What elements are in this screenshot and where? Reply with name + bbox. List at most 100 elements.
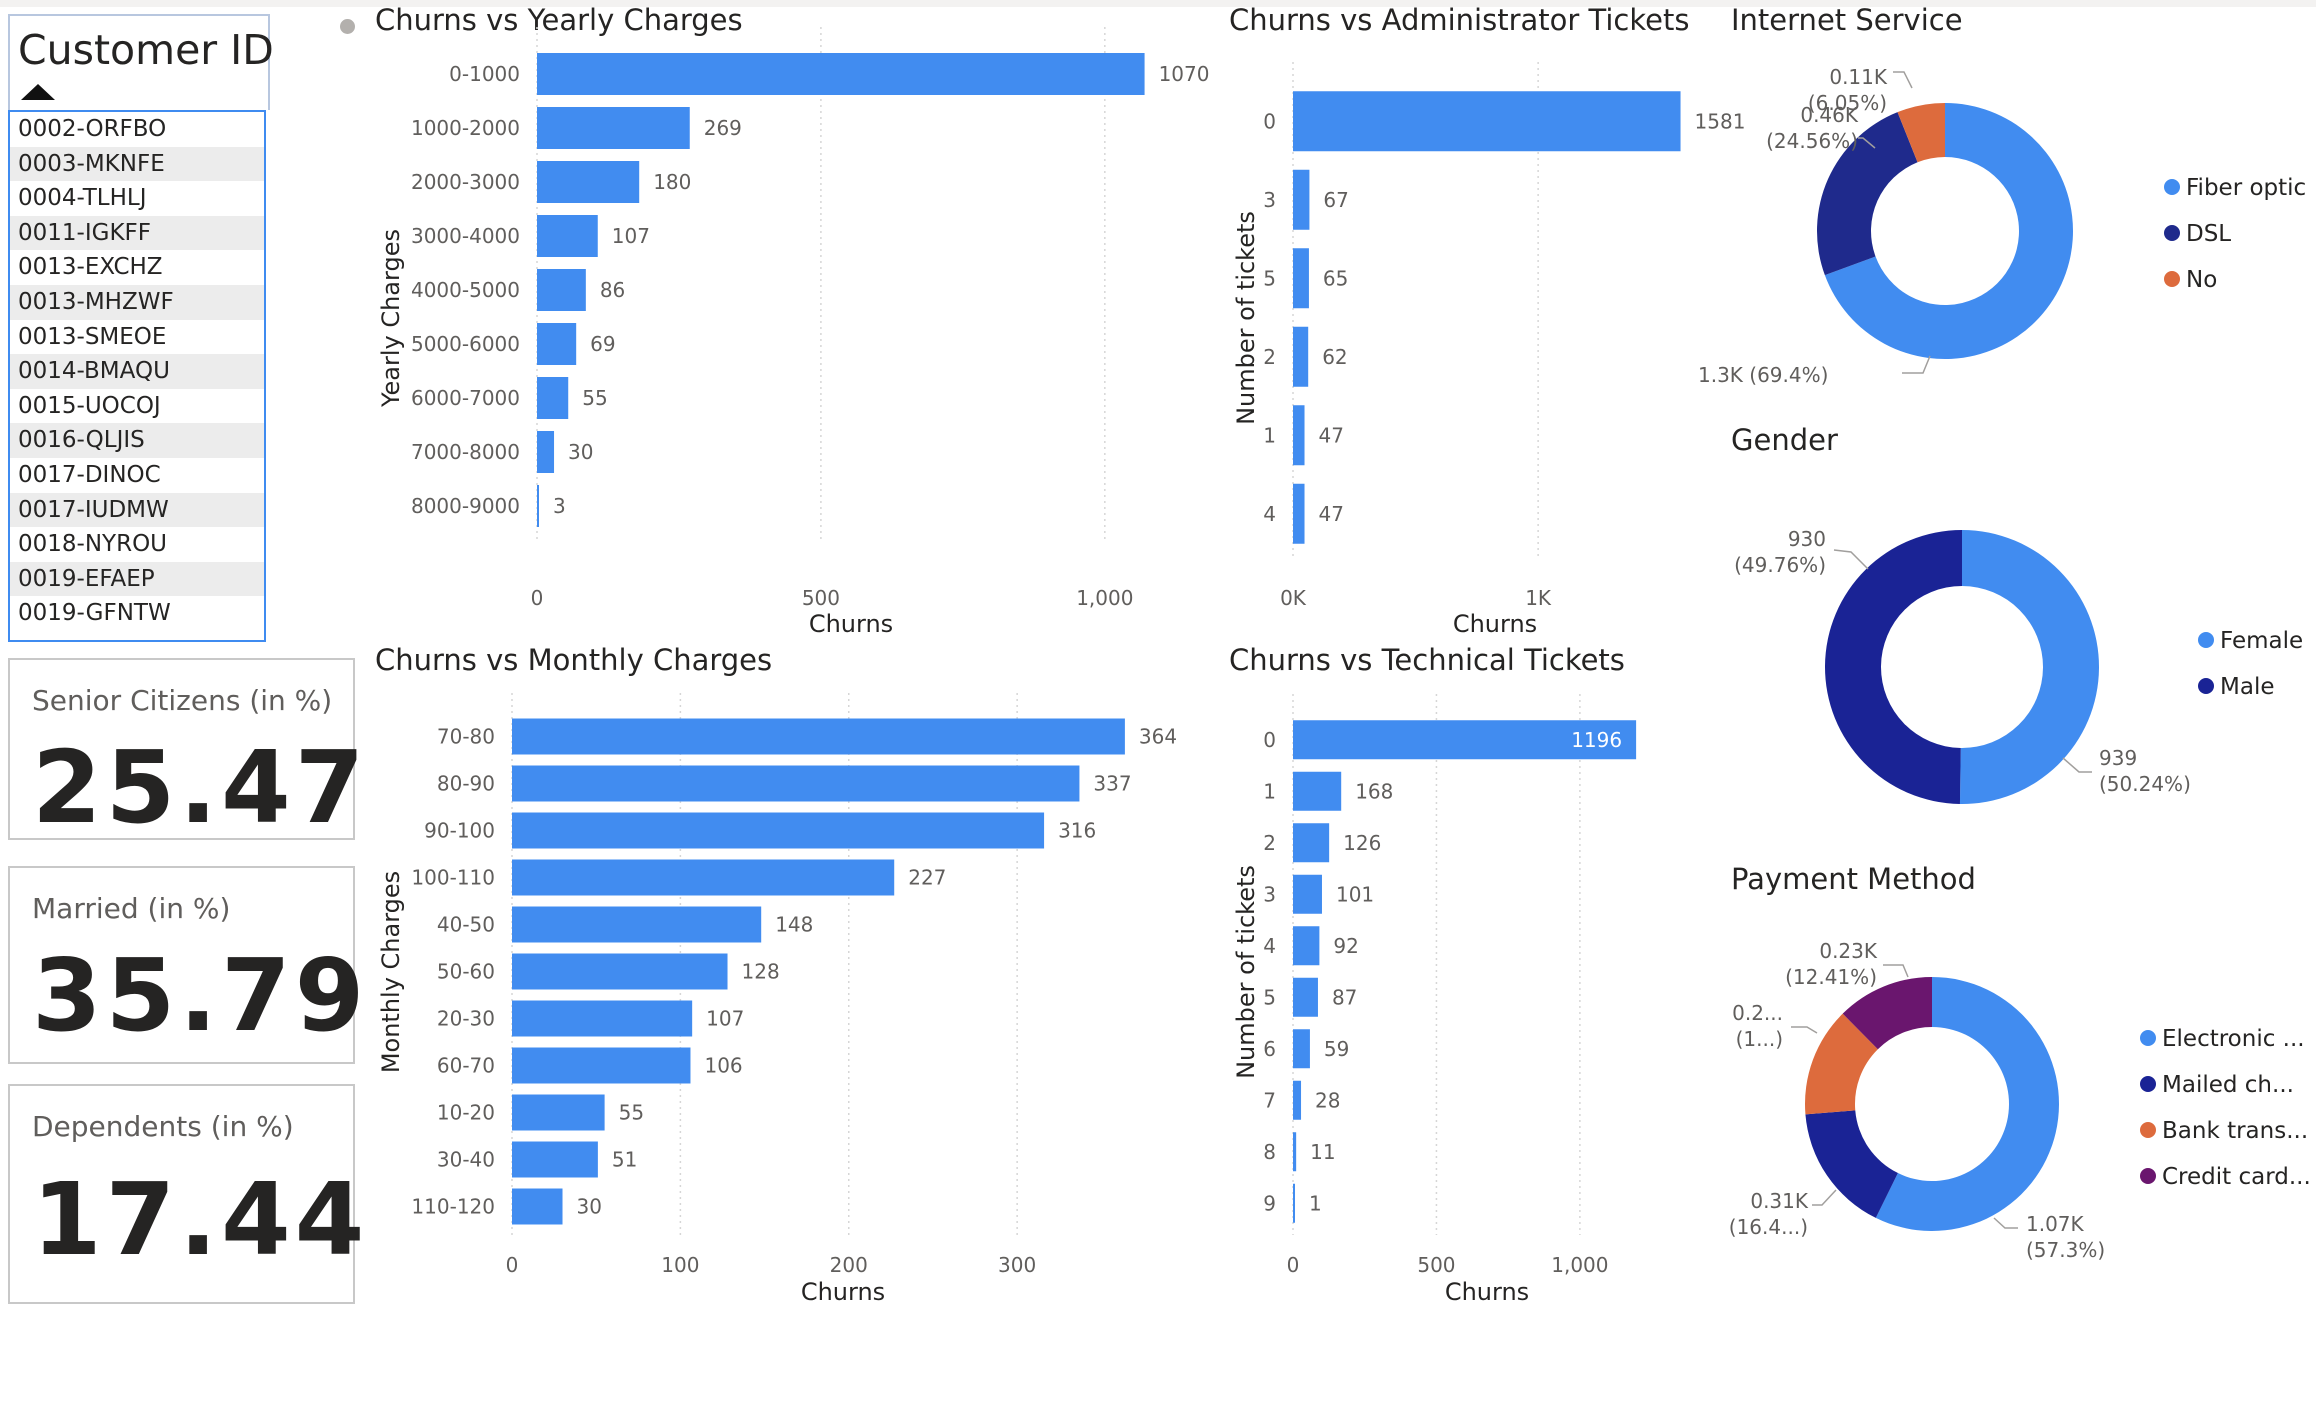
yearly-bar[interactable] [537, 161, 640, 203]
visual-selector-dot[interactable] [340, 19, 355, 34]
monthly-x-tick-label: 100 [661, 1253, 699, 1277]
internet-legend-label[interactable]: No [2186, 267, 2217, 293]
technical-chart-title: Churns vs Technical Tickets [1229, 643, 1625, 677]
internet-slice[interactable] [1824, 103, 2073, 359]
monthly-bar[interactable] [512, 906, 762, 943]
gender-slice[interactable] [1825, 530, 1962, 804]
monthly-x-tick-label: 0 [506, 1253, 519, 1277]
monthly-bar[interactable] [512, 812, 1045, 849]
yearly-bar[interactable] [537, 269, 586, 311]
sort-ascending-icon[interactable] [21, 84, 55, 100]
admin-bar[interactable] [1293, 405, 1305, 466]
technical-bar[interactable] [1293, 823, 1330, 863]
monthly-category-label: 20-30 [437, 1007, 495, 1031]
monthly-data-label: 106 [704, 1054, 742, 1078]
internet-slice[interactable] [1817, 112, 1918, 276]
internet-legend-label[interactable]: Fiber optic [2186, 175, 2306, 201]
yearly-category-label: 2000-3000 [411, 170, 520, 194]
admin-bar[interactable] [1293, 483, 1305, 544]
gender-legend-label[interactable]: Male [2220, 674, 2274, 700]
yearly-bar[interactable] [537, 485, 539, 527]
admin-chart-title: Churns vs Administrator Tickets [1229, 3, 1690, 37]
technical-bar[interactable] [1293, 1183, 1295, 1223]
technical-bar[interactable] [1293, 874, 1322, 914]
monthly-bar[interactable] [512, 1094, 605, 1131]
slicer-item[interactable]: 0003-MKNFE [10, 146, 264, 182]
payment-slice[interactable] [1875, 977, 2059, 1231]
yearly-data-label: 269 [704, 116, 742, 140]
admin-bar[interactable] [1293, 326, 1309, 387]
payment-slice[interactable] [1804, 1013, 1878, 1115]
technical-bar[interactable] [1293, 1132, 1297, 1172]
yearly-bar[interactable] [537, 323, 577, 365]
slicer-item[interactable]: 0017-IUDMW [10, 492, 264, 528]
monthly-bar[interactable] [512, 1141, 598, 1178]
technical-category-label: 0 [1263, 728, 1276, 752]
yearly-category-label: 4000-5000 [411, 278, 520, 302]
slicer-item[interactable]: 0017-DINOC [18, 461, 161, 488]
slicer-item[interactable]: 0011-IGKFF [10, 215, 264, 251]
admin-data-label: 62 [1322, 345, 1347, 369]
admin-y-axis-title: Number of tickets [1232, 211, 1260, 425]
monthly-bar[interactable] [512, 1000, 693, 1037]
slicer-item[interactable]: 0018-NYROU [18, 531, 168, 558]
gender-data-label: 939 (50.24%) [2099, 746, 2191, 796]
technical-bar[interactable] [1293, 926, 1320, 966]
payment-legend-label[interactable]: Mailed ch... [2162, 1072, 2294, 1098]
slicer-item[interactable]: 0004-TLHLJ [18, 185, 147, 212]
slicer-item[interactable]: 0019-EFAEP [10, 561, 264, 597]
admin-bar[interactable] [1293, 248, 1309, 309]
yearly-category-label: 6000-7000 [411, 386, 520, 410]
monthly-category-label: 50-60 [437, 960, 495, 984]
yearly-bar[interactable] [537, 431, 555, 473]
gender-legend-label[interactable]: Female [2220, 628, 2303, 654]
slicer-item[interactable]: 0013-EXCHZ [18, 254, 163, 281]
monthly-bar[interactable] [512, 1047, 691, 1084]
slicer-item[interactable]: 0014-BMAQU [10, 354, 264, 389]
technical-bar[interactable] [1293, 720, 1637, 760]
admin-bar[interactable] [1293, 169, 1310, 230]
technical-bar[interactable] [1293, 977, 1318, 1017]
payment-slice[interactable] [1842, 977, 1932, 1050]
monthly-bar[interactable] [512, 718, 1125, 755]
slicer-item[interactable]: 0016-QLJIS [10, 423, 264, 458]
slicer-item[interactable]: 0013-SMEOE [18, 323, 167, 350]
monthly-y-axis-title: Monthly Charges [377, 871, 405, 1073]
yearly-bar[interactable] [537, 377, 569, 419]
monthly-bar[interactable] [512, 953, 728, 990]
gender-slice[interactable] [1959, 530, 2100, 805]
technical-bar[interactable] [1293, 1080, 1302, 1120]
slicer-item[interactable]: 0002-ORFBO [18, 116, 167, 142]
yearly-bar[interactable] [537, 53, 1145, 95]
payment-legend-label[interactable]: Credit card... [2162, 1164, 2311, 1190]
slicer-item[interactable]: 0013-MHZWF [10, 284, 264, 320]
slicer-item[interactable]: 0019-GFNTW [18, 600, 171, 627]
internet-legend-label[interactable]: DSL [2186, 221, 2231, 247]
admin-category-label: 0 [1263, 109, 1276, 133]
monthly-bar[interactable] [512, 859, 895, 896]
admin-bar[interactable] [1293, 91, 1681, 152]
slicer-list[interactable]: 0002-ORFBO 0003-MKNFE 0004-TLHLJ 0011-IGKFF… [8, 110, 266, 642]
technical-x-tick-label: 500 [1417, 1253, 1455, 1277]
payment-legend-label[interactable]: Electronic ... [2162, 1026, 2305, 1052]
monthly-bar[interactable] [512, 1188, 563, 1225]
admin-category-label: 3 [1263, 188, 1276, 212]
technical-bar[interactable] [1293, 1029, 1310, 1069]
payment-legend-label[interactable]: Bank trans... [2162, 1118, 2308, 1144]
customer-id-slicer[interactable]: Customer ID 0002-ORFBO 0003-MKNFE 0004-TLH… [8, 14, 274, 642]
payment-slice[interactable] [1805, 1110, 1898, 1218]
payment-chart-title: Payment Method [1731, 862, 1976, 896]
internet-slice[interactable] [1897, 103, 1945, 163]
yearly-data-label: 86 [600, 278, 625, 302]
slicer-item[interactable]: 0015-UOCOJ [18, 392, 161, 419]
technical-category-label: 3 [1263, 882, 1276, 906]
technical-bar[interactable] [1293, 771, 1342, 811]
technical-x-tick-label: 1,000 [1551, 1253, 1608, 1277]
yearly-bar[interactable] [537, 107, 690, 149]
yearly-category-label: 1000-2000 [411, 116, 520, 140]
card-value: 35.79 [32, 937, 369, 1054]
yearly-bar[interactable] [537, 215, 598, 257]
monthly-bar[interactable] [512, 765, 1080, 802]
payment-leader-line [1993, 1217, 2018, 1229]
monthly-category-label: 80-90 [437, 772, 495, 796]
